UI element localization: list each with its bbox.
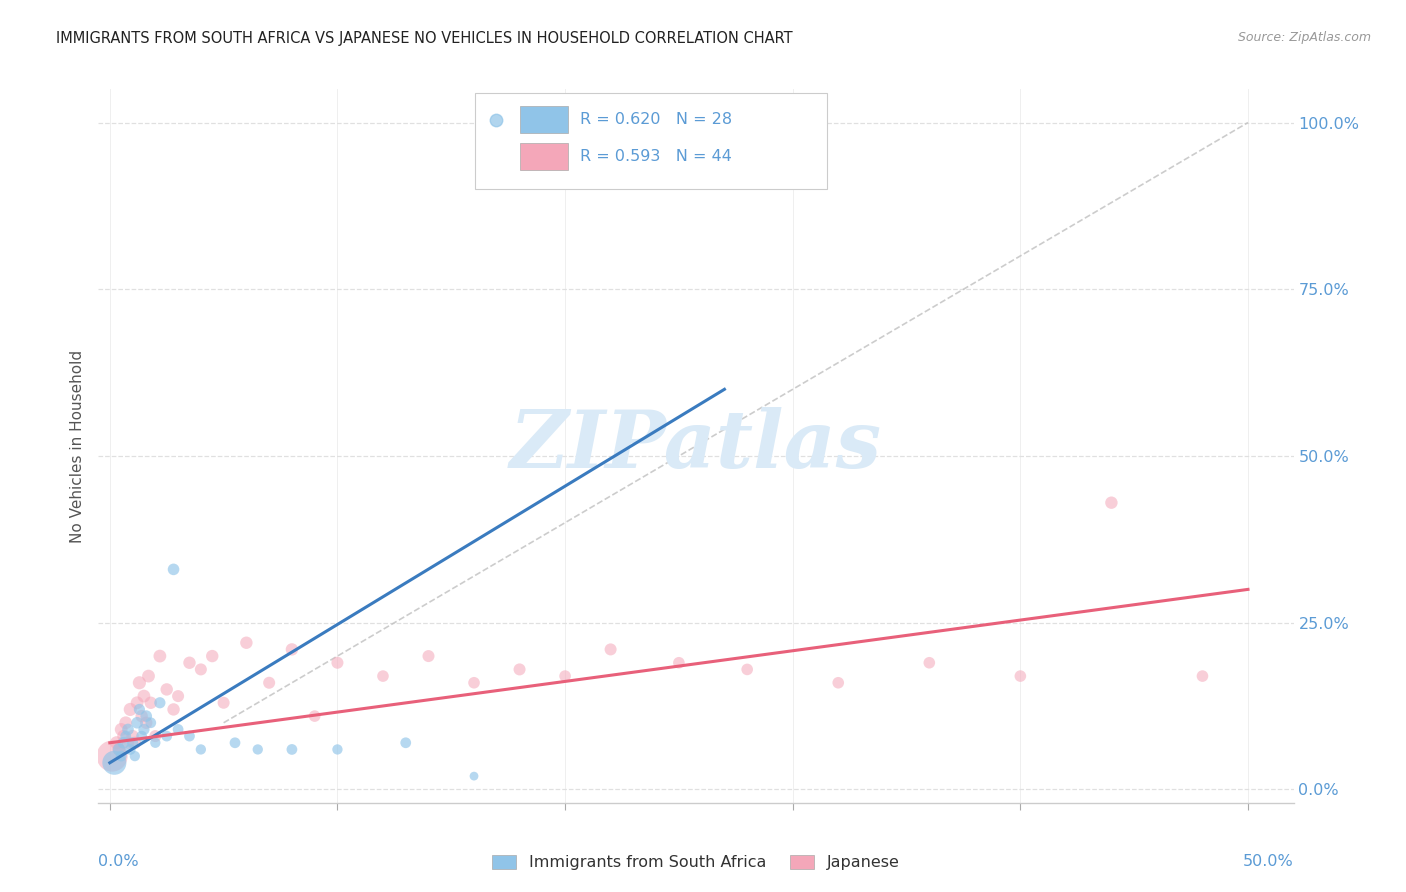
Point xyxy=(463,769,485,783)
Point xyxy=(235,636,257,650)
Point xyxy=(117,723,139,737)
Point xyxy=(735,662,758,676)
Point xyxy=(138,669,160,683)
Point xyxy=(143,736,166,750)
Point xyxy=(179,729,201,743)
Point xyxy=(117,736,139,750)
Point xyxy=(114,715,136,730)
Point xyxy=(120,702,142,716)
Point xyxy=(156,682,179,697)
Text: ZIPatlas: ZIPatlas xyxy=(510,408,882,484)
Point xyxy=(162,562,184,576)
Point xyxy=(128,702,150,716)
Text: R = 0.620   N = 28: R = 0.620 N = 28 xyxy=(581,112,733,128)
Point xyxy=(509,662,531,676)
Point xyxy=(143,729,166,743)
Point xyxy=(201,649,224,664)
Point xyxy=(121,729,143,743)
Point xyxy=(112,729,135,743)
Point xyxy=(281,642,304,657)
Legend: Immigrants from South Africa, Japanese: Immigrants from South Africa, Japanese xyxy=(485,848,907,877)
Point xyxy=(167,689,190,703)
Point xyxy=(668,656,690,670)
FancyBboxPatch shape xyxy=(475,93,827,189)
Point xyxy=(127,696,149,710)
Text: 0.0%: 0.0% xyxy=(98,855,139,869)
Point xyxy=(326,742,349,756)
Point xyxy=(108,742,131,756)
Point xyxy=(827,675,849,690)
Text: R = 0.593   N = 44: R = 0.593 N = 44 xyxy=(581,150,733,164)
Point xyxy=(1191,669,1213,683)
Point xyxy=(257,675,280,690)
Point xyxy=(463,675,485,690)
Point xyxy=(124,736,146,750)
FancyBboxPatch shape xyxy=(520,143,568,169)
Point xyxy=(371,669,394,683)
Point xyxy=(114,729,136,743)
Point xyxy=(149,696,172,710)
Point xyxy=(599,642,621,657)
Text: Source: ZipAtlas.com: Source: ZipAtlas.com xyxy=(1237,31,1371,45)
Point xyxy=(121,736,143,750)
Point xyxy=(124,749,146,764)
Point xyxy=(139,715,162,730)
Point xyxy=(190,662,212,676)
Point xyxy=(128,675,150,690)
Point xyxy=(120,742,142,756)
Point xyxy=(246,742,269,756)
Point xyxy=(112,736,135,750)
Text: 50.0%: 50.0% xyxy=(1243,855,1294,869)
Point xyxy=(110,723,132,737)
Point xyxy=(224,736,246,750)
Point xyxy=(918,656,941,670)
Point xyxy=(135,715,157,730)
Point xyxy=(101,749,124,764)
Point xyxy=(179,656,201,670)
Point xyxy=(127,715,149,730)
Point xyxy=(1099,496,1122,510)
Point xyxy=(156,729,179,743)
Point xyxy=(132,689,155,703)
Point xyxy=(149,649,172,664)
Point xyxy=(304,709,326,723)
Point xyxy=(110,749,132,764)
Point xyxy=(1010,669,1032,683)
FancyBboxPatch shape xyxy=(520,106,568,134)
Point xyxy=(131,709,153,723)
Point xyxy=(105,736,128,750)
Point xyxy=(190,742,212,756)
Point xyxy=(131,729,153,743)
Point xyxy=(418,649,440,664)
Point xyxy=(167,723,190,737)
Point xyxy=(395,736,418,750)
Text: IMMIGRANTS FROM SOUTH AFRICA VS JAPANESE NO VEHICLES IN HOUSEHOLD CORRELATION CH: IMMIGRANTS FROM SOUTH AFRICA VS JAPANESE… xyxy=(56,31,793,46)
Point xyxy=(139,696,162,710)
Point xyxy=(135,709,157,723)
Point xyxy=(132,723,155,737)
Y-axis label: No Vehicles in Household: No Vehicles in Household xyxy=(70,350,86,542)
Point xyxy=(162,702,184,716)
Point xyxy=(103,756,125,770)
Point xyxy=(326,656,349,670)
Point xyxy=(554,669,576,683)
Point xyxy=(281,742,304,756)
Point xyxy=(212,696,235,710)
Point xyxy=(108,742,131,756)
